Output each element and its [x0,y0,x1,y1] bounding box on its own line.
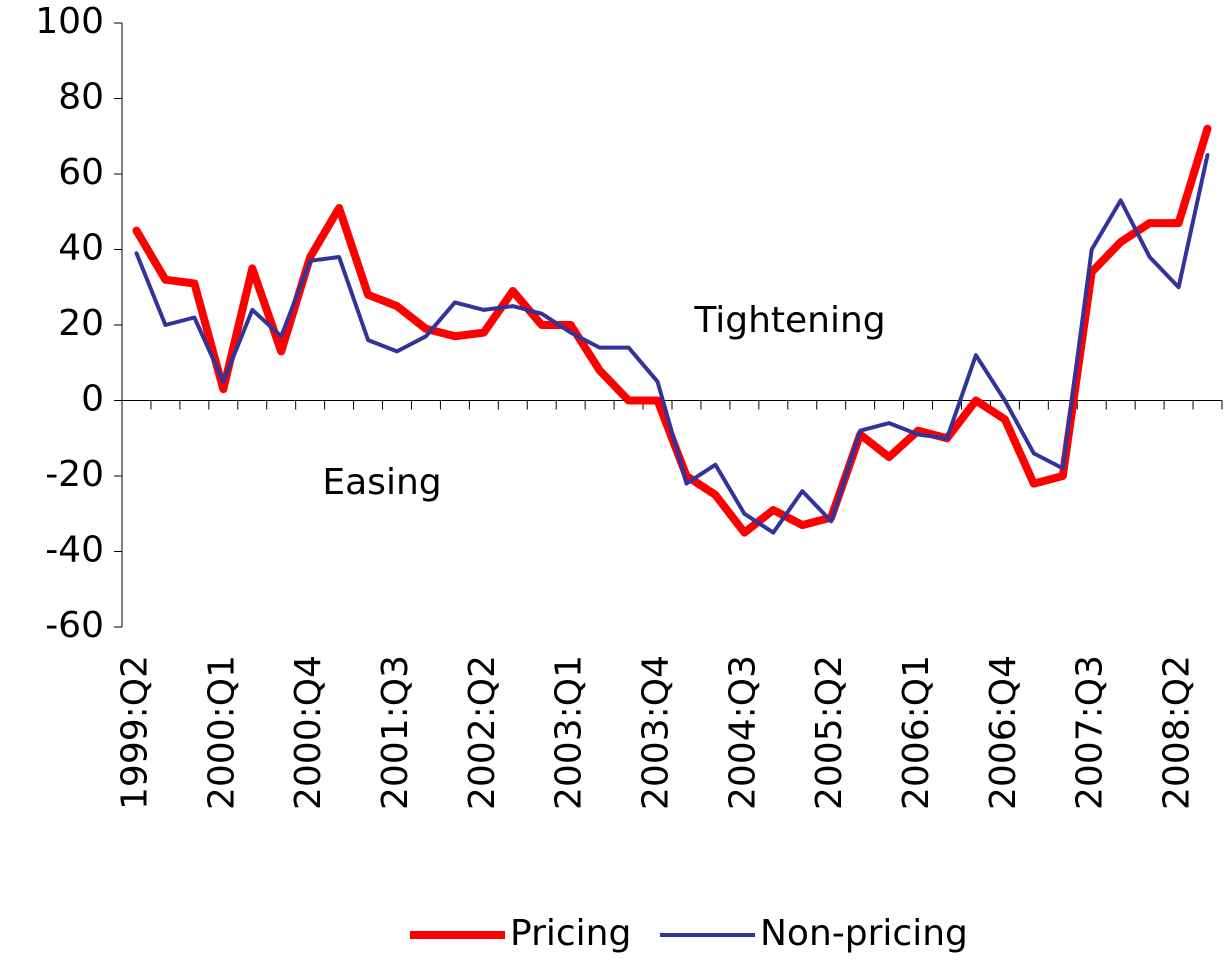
x-tick-label: 2001:Q3 [375,655,416,810]
x-tick-label: 2003:Q1 [549,655,590,810]
y-tick-label: -40 [45,530,104,571]
x-tick-label: 2005:Q2 [809,655,850,810]
y-tick-label: 60 [58,152,104,193]
line-series [134,153,1210,535]
y-tick-label: 100 [35,1,104,42]
y-tick-label: -60 [45,605,104,646]
y-tick-label: 40 [58,228,104,269]
x-tick-label: 1999:Q2 [114,655,155,810]
legend-label: Non-pricing [760,913,968,954]
y-tick-label: 80 [58,77,104,118]
x-tick-label: 2003:Q4 [636,655,677,810]
y-tick-label: 20 [58,303,104,344]
annotation: Easing [322,462,441,503]
x-tick-label: 2007:Q3 [1070,655,1111,810]
x-tick-label: 2004:Q3 [722,655,763,810]
y-tick-label: -20 [45,454,104,495]
line-series [132,124,1212,537]
x-tick-label: 2006:Q4 [983,655,1024,810]
y-tick-label: 0 [81,379,104,420]
x-tick-label: 2006:Q1 [896,655,937,810]
x-tick-label: 2002:Q2 [462,655,503,810]
annotation: Tightening [693,300,885,341]
x-tick-label: 2008:Q2 [1157,655,1198,810]
x-tick-label: 2000:Q1 [201,655,242,810]
legend-label: Pricing [510,913,631,954]
x-tick-label: 2000:Q4 [288,655,329,810]
